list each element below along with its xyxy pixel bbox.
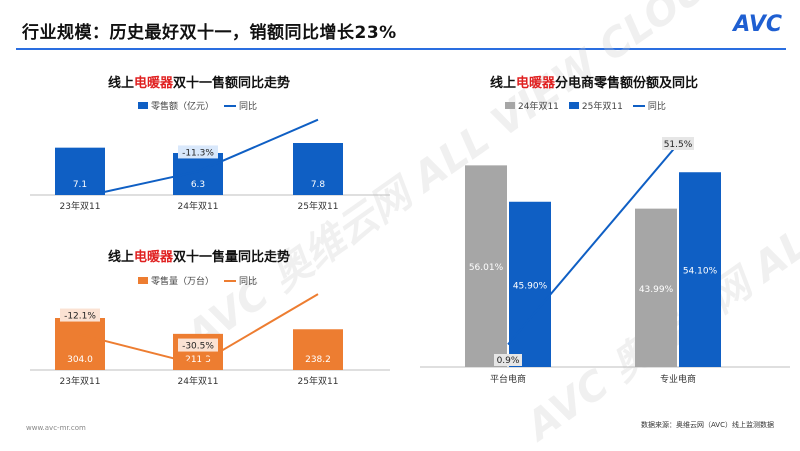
legend-swatch [568,102,579,109]
bar [293,143,343,195]
bar-value-label: 7.8 [311,180,326,190]
bar-25 [679,172,721,367]
x-tick-label: 平台电商 [490,373,526,385]
page-title: 行业规模：历史最好双十一，销额同比增长23% [22,23,397,43]
legend-label: 零售量（万台） [151,277,215,287]
yoy-line [94,118,319,195]
avc-logo: AVC [733,12,782,37]
legend-swatch [138,102,148,109]
bar [55,147,105,195]
chart3-title-highlight: 电暖器 [516,76,556,91]
legend-line [224,279,237,282]
yoy-label: -11.3% [182,148,214,158]
yoy-label-bg [60,308,100,322]
legend-swatch [505,102,515,109]
chart3-channel-share: 56.01% 45.90% 平台电商 43.99% 54.10% 专业电商 0.9% 51.5… [420,137,790,385]
chart1-legend: 零售额（亿元） 同比 [138,99,257,112]
x-tick-label: 专业电商 [660,373,696,385]
bar-24 [465,165,507,367]
yoy-line [507,143,679,346]
bar-24 [635,208,677,367]
yoy-label-bg [494,354,522,366]
bar [55,318,105,370]
legend-item: 同比 [224,274,257,287]
yoy-label: 51.5% [664,140,693,150]
header-rule [16,48,786,50]
footer-source: 数据来源：奥维云网（AVC）线上监测数据 [640,421,774,429]
bar-value-label: 7.1 [73,180,87,190]
x-tick-label: 24年双11 [178,375,219,387]
bar-value-label: 211.3 [185,355,211,365]
x-tick-label: 23年双11 [60,375,101,387]
chart2-title: 线上电暖器双十一售量同比走势 [108,246,290,265]
legend-item: 零售额（亿元） [138,99,214,112]
chart1-title-highlight: 电暖器 [134,76,174,91]
chart2-title-highlight: 电暖器 [134,250,174,265]
legend-swatch [138,277,148,284]
x-tick-label: 24年双11 [178,200,219,212]
bar-value-label: 6.3 [191,180,205,190]
legend-item: 零售量（万台） [138,274,214,287]
legend-label: 同比 [239,277,258,287]
x-tick-label: 25年双11 [298,200,339,212]
bar-value-label: 238.2 [305,355,331,365]
legend-line [632,104,645,107]
chart3-title: 线上电暖器分电商零售额份额及同比 [490,72,698,91]
legend-label: 零售额（亿元） [151,102,215,112]
yoy-label: -12.1% [64,312,96,322]
bar-25 [509,201,551,367]
legend-item: 24年双11 [505,99,559,112]
bar-value-label: 43.99% [639,285,674,295]
legend-label: 同比 [647,102,666,112]
bar [173,153,223,195]
bar-value-label: 45.90% [513,281,548,291]
yoy-label-bg [178,145,218,159]
chart1-title-pre: 线上 [108,76,135,91]
legend-item: 25年双11 [568,99,623,112]
legend-label: 25年双11 [581,102,623,112]
chart3-title-pre: 线上 [490,76,517,91]
chart1-title-post: 双十一售额同比走势 [173,76,291,91]
legend-label: 同比 [239,102,258,112]
legend-label: 24年双11 [518,102,559,112]
legend-item: 同比 [224,99,257,112]
chart2-legend: 零售量（万台） 同比 [138,274,257,287]
yoy-label-bg [662,137,694,150]
yoy-label: -30.5% [182,342,214,352]
x-tick-label: 23年双11 [60,200,101,212]
legend-line [224,104,237,107]
chart2-sales-volume: 304.0 23年双11 211.3 24年双11 238.2 25年双11 -12.1% -… [30,293,390,387]
chart1-title: 线上电暖器双十一售额同比走势 [108,72,290,91]
yoy-label: 0.9% [497,356,520,366]
x-tick-label: 25年双11 [298,375,339,387]
chart3-title-post: 分电商零售额份额及同比 [555,76,699,91]
bar-value-label: 304.0 [67,355,93,365]
legend-item: 同比 [632,99,666,112]
chart3-legend: 24年双11 25年双11 同比 [505,99,666,112]
logo-text: AVC [733,12,782,37]
bar-value-label: 54.10% [683,267,718,277]
bar [293,329,343,370]
chart2-title-post: 双十一售量同比走势 [173,250,291,265]
chart2-title-pre: 线上 [108,250,135,265]
yoy-label-bg [178,338,218,352]
bar-value-label: 56.01% [469,263,504,273]
yoy-line [79,293,319,366]
footer-website: www.avc-mr.com [26,424,86,432]
